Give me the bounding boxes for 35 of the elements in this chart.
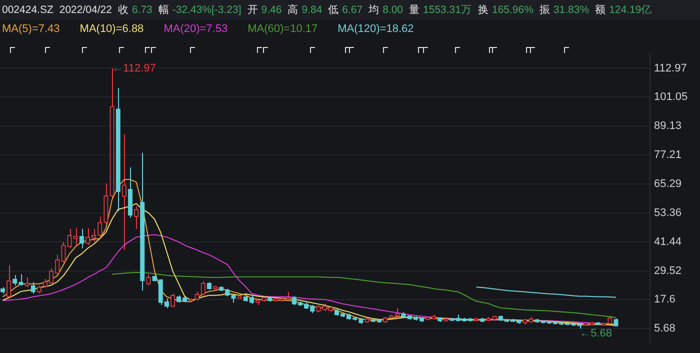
- candlestick: [134, 206, 139, 230]
- candlestick: [158, 278, 163, 306]
- candlestick: [55, 254, 60, 275]
- candlestick: [122, 134, 126, 250]
- y-tick-label: 65.29: [654, 178, 682, 190]
- candlestick: [67, 228, 72, 249]
- y-tick-label: 89.13: [654, 120, 682, 132]
- y-tick-label: 101.05: [654, 91, 688, 104]
- candlestick: [170, 293, 176, 308]
- candlestick: [200, 280, 206, 296]
- text: MA(120)=18.62: [338, 23, 414, 35]
- candlestick: [24, 276, 30, 288]
- candlestick: [6, 264, 12, 298]
- chart-title: 002424.SZ 2022/04/22 收 6.73 幅 -32.43%[-3.23] 开 9.46 高 9.84 低 6.67 均 8.00 量 1553.31万 换 165.96% 振 31.83% 额 124.19亿: [2, 4, 652, 16]
- candlestick: [98, 216, 102, 238]
- text: MA(60)=10.17: [248, 23, 318, 35]
- text: MA(5)=7.43: [2, 23, 60, 35]
- candlestick: [61, 241, 66, 264]
- y-tick-label: 112.97: [654, 62, 687, 74]
- y-tick-label: 41.44: [654, 236, 682, 248]
- y-tick-label: 29.52: [654, 264, 682, 277]
- candlestick: [30, 282, 36, 294]
- y-tick-label: 5.68: [654, 322, 676, 335]
- text: MA(20)=7.53: [164, 23, 228, 35]
- candlestick: [146, 274, 151, 286]
- y-tick-label: 53.36: [654, 206, 682, 219]
- candlestick: [79, 228, 84, 249]
- annotation: ←5.68: [580, 328, 612, 340]
- annotation: ←112.97: [112, 62, 156, 74]
- candlestick: [164, 298, 170, 309]
- y-tick-label: 17.6: [654, 294, 676, 306]
- y-tick-label: 77.21: [654, 149, 682, 162]
- candlestick: [12, 274, 18, 286]
- candlestick: [18, 274, 24, 286]
- text: MA(10)=6.88: [80, 23, 144, 35]
